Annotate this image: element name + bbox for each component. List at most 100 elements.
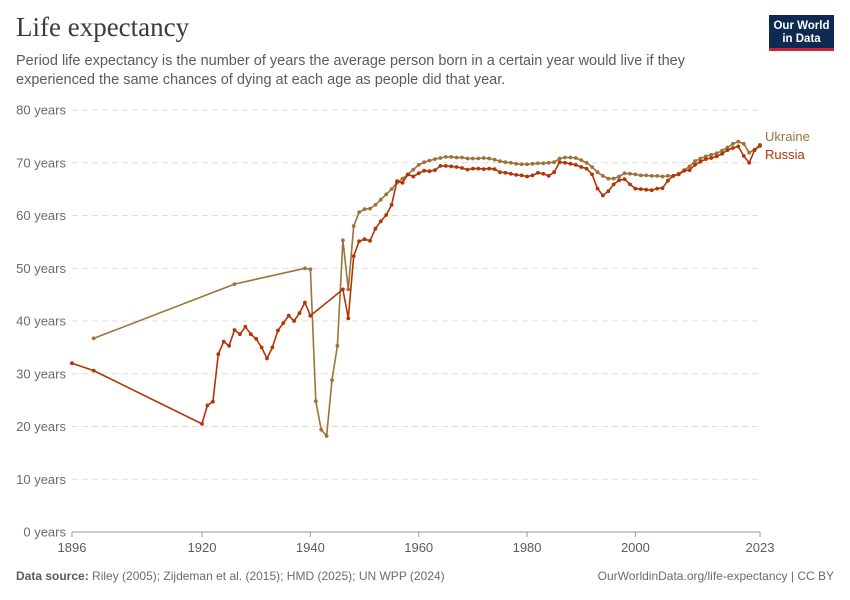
data-point-russia [368,238,372,243]
data-point-ukraine [687,164,692,169]
data-point-ukraine [530,161,535,166]
data-point-russia [443,164,448,168]
data-point-russia [303,300,307,305]
data-point-russia [465,167,470,172]
data-point-ukraine [552,160,556,165]
data-point-russia [573,163,578,167]
data-point-russia [400,180,405,185]
data-point-ukraine [303,266,307,271]
x-tick-label: 1980 [513,540,542,555]
data-point-ukraine [628,171,632,176]
data-point-ukraine [563,155,567,160]
data-point-russia [536,170,540,175]
data-point-ukraine [573,156,578,160]
data-point-ukraine [703,154,708,159]
data-point-russia [91,368,96,373]
logo-line-1: Our World [773,20,830,32]
data-point-ukraine [546,160,551,165]
x-tick-label: 1960 [404,540,433,555]
data-point-ukraine [720,148,724,153]
source-text[interactable]: Riley (2005); Zijdeman et al. (2015); HM… [92,569,445,583]
data-point-ukraine [487,156,491,161]
footer-source: Data source: Riley (2005); Zijdeman et a… [16,569,445,583]
data-point-russia [357,239,361,244]
data-point-ukraine [590,165,594,169]
data-point-ukraine [709,152,714,157]
data-point-russia [281,321,286,325]
data-point-russia [579,165,584,169]
data-point-russia [584,166,589,171]
data-point-russia [395,179,399,184]
data-point-russia [416,171,421,176]
data-point-ukraine [525,162,529,167]
data-point-russia [471,166,475,171]
data-point-ukraine [465,156,470,161]
data-point-ukraine [416,163,421,167]
data-point-russia [617,178,621,183]
source-label: Data source: [16,569,89,583]
chart-title: Life expectancy [16,12,190,42]
data-point-ukraine [330,378,334,382]
data-point-ukraine [335,343,340,348]
data-point-ukraine [498,159,502,164]
owid-logo[interactable]: Our World in Data [769,15,834,51]
data-point-ukraine [519,162,524,167]
data-point-russia [747,160,752,165]
data-point-russia [508,171,513,176]
data-point-russia [725,148,730,153]
data-point-ukraine [389,187,394,192]
data-point-ukraine [308,267,313,272]
data-point-russia [687,168,692,173]
data-point-ukraine [660,174,665,179]
y-tick-label: 70 years [16,155,66,170]
data-point-russia [541,171,546,176]
data-point-russia [568,161,573,166]
data-point-russia [492,167,497,172]
data-point-russia [460,166,464,170]
data-point-ukraine [438,156,443,160]
y-tick-label: 0 years [23,525,66,540]
y-tick-label: 20 years [16,419,66,434]
data-point-russia [243,324,248,329]
data-point-russia [205,403,210,408]
data-point-russia [422,168,426,173]
footer-url[interactable]: OurWorldinData.org/life-expectancy | CC … [597,569,834,583]
data-point-ukraine [449,155,454,159]
data-point-ukraine [232,282,237,286]
data-point-ukraine [503,160,508,165]
data-point-russia [481,167,486,172]
data-point-ukraine [373,203,378,207]
data-point-russia [758,144,762,148]
data-point-ukraine [378,197,383,202]
data-point-russia [649,188,654,193]
x-tick-label: 1940 [296,540,325,555]
data-point-russia [606,189,611,194]
chart-subtitle: Period life expectancy is the number of … [16,53,685,88]
data-point-russia [514,173,519,177]
data-point-russia [476,166,481,171]
data-point-russia [254,337,259,341]
data-point-ukraine [476,156,481,161]
data-point-russia [633,186,638,191]
data-point-russia [655,186,659,191]
data-point-russia [346,316,351,321]
y-tick-label: 10 years [16,472,66,487]
data-point-ukraine [460,155,464,160]
data-point-ukraine [319,427,324,432]
data-point-ukraine [362,207,367,212]
data-point-russia [373,226,378,231]
data-point-russia [292,319,296,323]
data-point-russia [731,146,735,150]
data-point-ukraine [649,174,654,178]
series-line-ukraine [93,140,761,437]
data-point-russia [628,182,632,187]
data-point-russia [557,160,562,165]
data-point-russia [741,154,746,158]
data-point-ukraine [400,176,405,181]
y-tick-label: 60 years [16,208,66,223]
data-point-russia [709,156,714,160]
data-point-russia [308,313,313,318]
data-point-russia [389,203,394,207]
data-point-ukraine [368,206,372,211]
